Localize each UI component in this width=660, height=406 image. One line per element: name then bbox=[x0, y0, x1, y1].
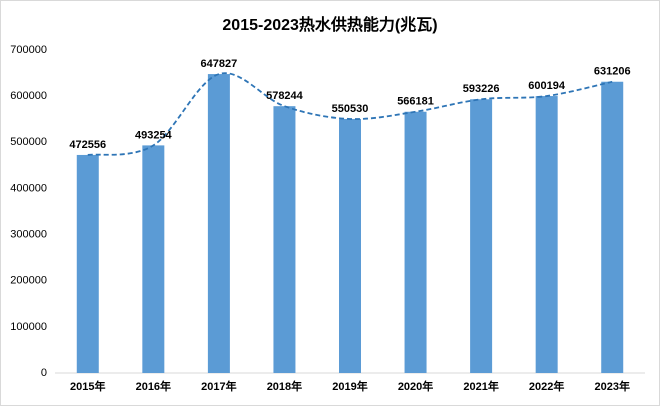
data-label: 593226 bbox=[463, 83, 500, 95]
trend-line bbox=[87, 72, 613, 156]
x-tick-label: 2018年 bbox=[267, 379, 302, 393]
x-tick-label: 2017年 bbox=[201, 379, 236, 393]
x-tick-label: 2015年 bbox=[70, 379, 105, 393]
bar bbox=[339, 118, 361, 373]
y-tick-label: 300000 bbox=[10, 228, 47, 240]
data-label: 600194 bbox=[528, 80, 566, 92]
bar bbox=[601, 81, 624, 373]
data-label: 566181 bbox=[397, 96, 434, 108]
bar bbox=[535, 96, 558, 373]
bar bbox=[404, 111, 427, 373]
y-tick-label: 200000 bbox=[10, 275, 47, 287]
y-tick-label: 500000 bbox=[10, 136, 47, 148]
data-label: 550530 bbox=[332, 103, 369, 115]
data-label: 631206 bbox=[594, 66, 631, 78]
data-label: 493254 bbox=[135, 129, 173, 141]
y-tick-label: 700000 bbox=[10, 44, 47, 56]
bar bbox=[142, 145, 165, 373]
x-tick-label: 2023年 bbox=[594, 379, 629, 393]
bar bbox=[273, 106, 296, 373]
bar bbox=[76, 154, 99, 373]
bar bbox=[207, 74, 230, 374]
x-tick-label: 2022年 bbox=[529, 379, 564, 393]
y-tick-label: 100000 bbox=[10, 321, 47, 333]
y-tick-label: 400000 bbox=[10, 182, 47, 194]
data-label: 578244 bbox=[266, 90, 304, 102]
x-tick-label: 2019年 bbox=[332, 379, 367, 393]
x-tick-label: 2021年 bbox=[463, 379, 498, 393]
chart-title: 2015-2023热水供热能力(兆瓦) bbox=[222, 15, 437, 34]
x-tick-label: 2020年 bbox=[398, 379, 433, 393]
y-tick-label: 0 bbox=[41, 367, 47, 379]
x-tick-label: 2016年 bbox=[136, 379, 171, 393]
data-label: 472556 bbox=[69, 139, 106, 151]
data-label: 647827 bbox=[201, 58, 238, 70]
y-tick-label: 600000 bbox=[10, 90, 47, 102]
bar bbox=[470, 99, 493, 373]
